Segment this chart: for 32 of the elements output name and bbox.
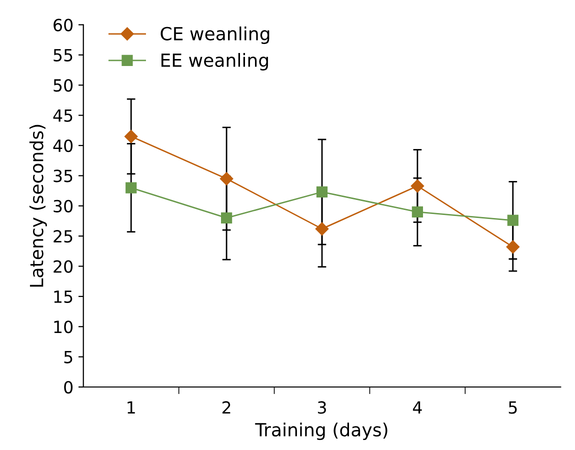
x-tick-label: 4 <box>412 401 422 414</box>
y-tick-label: 35 <box>54 170 72 182</box>
x-tick-label: 2 <box>222 401 230 414</box>
y-tick-label: 30 <box>54 200 73 212</box>
y-tick-label: 50 <box>54 79 73 92</box>
x-axis-title: Training (days) <box>255 422 388 440</box>
y-tick-label: 5 <box>64 350 72 364</box>
y-tick-label: 25 <box>54 230 72 243</box>
point <box>220 212 232 224</box>
y-tick-label: 15 <box>54 290 72 304</box>
y-tick-label: 40 <box>53 139 73 152</box>
point <box>316 186 328 198</box>
point <box>126 182 137 194</box>
x-tick-label: 1 <box>128 401 135 414</box>
point <box>124 130 138 144</box>
legend-label: CE weanling <box>160 26 270 44</box>
legend-label: EE weanling <box>161 53 268 70</box>
point <box>412 206 424 218</box>
y-tick-label: 10 <box>54 320 73 334</box>
point <box>220 172 234 186</box>
y-tick-label: 45 <box>53 109 72 122</box>
x-tick-label: 3 <box>318 401 326 414</box>
point <box>315 222 329 236</box>
y-tick-label: 55 <box>54 49 72 62</box>
x-tick-label: 5 <box>508 401 517 414</box>
y-tick-label: 20 <box>54 260 73 273</box>
y-tick-label: 60 <box>54 18 73 32</box>
point <box>410 179 424 193</box>
point <box>507 214 518 226</box>
point <box>506 240 520 254</box>
y-tick-label: 0 <box>64 380 73 394</box>
y-axis-title: Latency (seconds) <box>29 124 47 287</box>
